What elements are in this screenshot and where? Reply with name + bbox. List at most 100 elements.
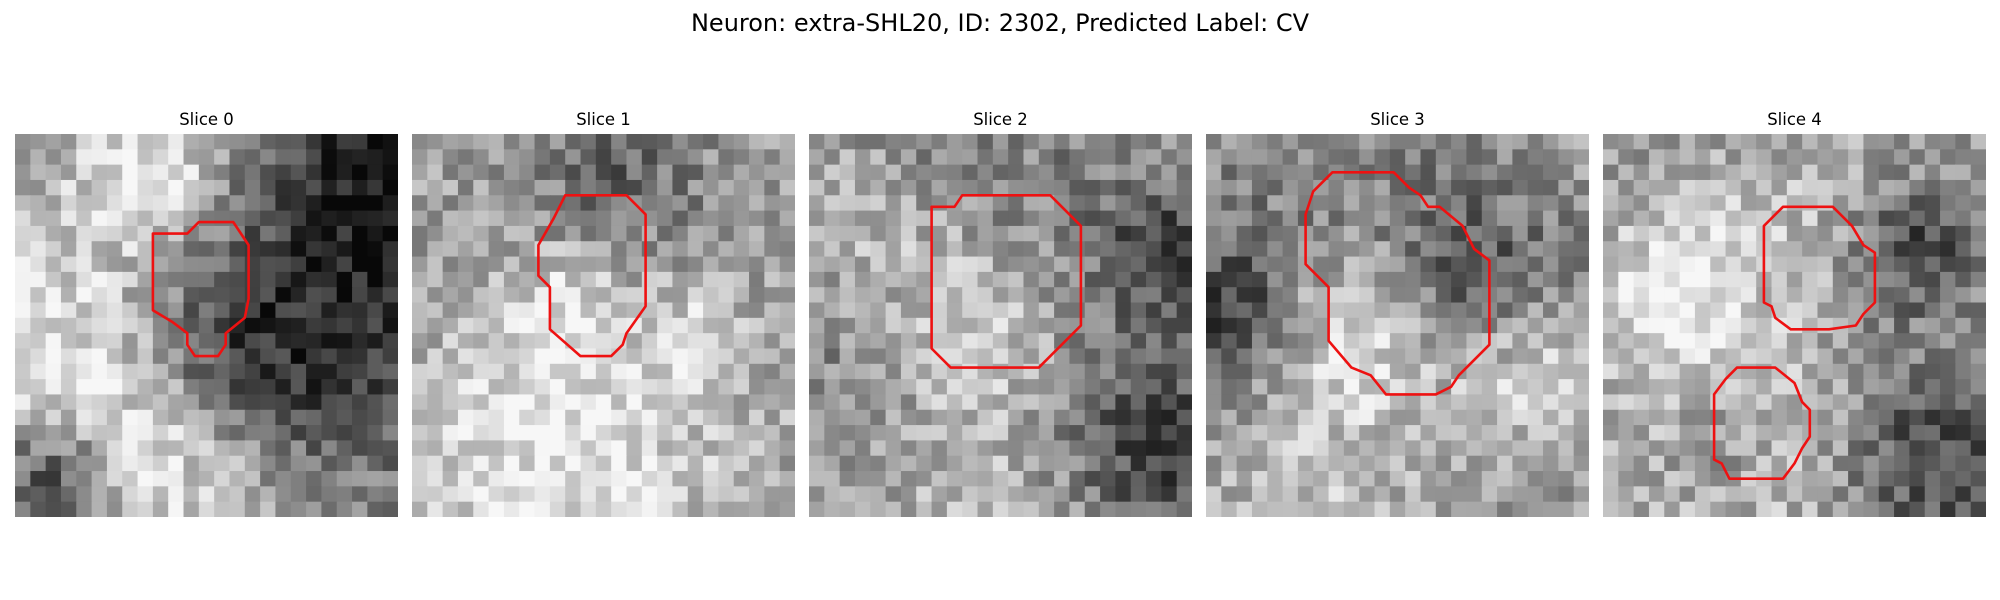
pixel bbox=[1679, 348, 1696, 365]
pixel bbox=[91, 440, 108, 457]
pixel bbox=[382, 149, 398, 166]
pixel bbox=[1038, 363, 1055, 380]
pixel bbox=[703, 225, 719, 242]
pixel bbox=[1740, 271, 1757, 288]
pixel bbox=[1497, 210, 1513, 227]
pixel bbox=[1481, 455, 1498, 472]
pixel bbox=[1343, 256, 1360, 273]
panel-slice-1: Slice 1 bbox=[412, 108, 795, 517]
pixel bbox=[1543, 134, 1559, 150]
pixel bbox=[306, 164, 322, 181]
pixel bbox=[1940, 134, 1956, 150]
pixel bbox=[122, 409, 139, 426]
pixel bbox=[1664, 471, 1681, 487]
pixel bbox=[916, 317, 933, 334]
pixel bbox=[244, 440, 261, 457]
pixel bbox=[1679, 149, 1696, 166]
pixel bbox=[1771, 440, 1788, 457]
pixel bbox=[1267, 271, 1284, 288]
pixel bbox=[1558, 302, 1575, 319]
pixel bbox=[885, 440, 902, 457]
pixel bbox=[885, 164, 902, 181]
pixel bbox=[1543, 271, 1559, 288]
pixel bbox=[611, 287, 628, 304]
pixel bbox=[839, 363, 856, 380]
pixel bbox=[1512, 455, 1529, 472]
pixel bbox=[1848, 195, 1865, 212]
pixel bbox=[60, 363, 77, 380]
pixel bbox=[45, 241, 62, 258]
pixel bbox=[1115, 379, 1132, 396]
pixel bbox=[1970, 425, 1986, 441]
pixel bbox=[91, 164, 108, 181]
pixel bbox=[1497, 486, 1513, 503]
pixel bbox=[1725, 225, 1742, 242]
pixel bbox=[885, 394, 902, 411]
pixel bbox=[336, 164, 353, 181]
pixel bbox=[367, 256, 384, 273]
pixel bbox=[488, 440, 505, 457]
pixel bbox=[1940, 363, 1956, 380]
pixel bbox=[1497, 271, 1513, 288]
pixel bbox=[1694, 195, 1711, 212]
pixel bbox=[1435, 486, 1452, 503]
pixel bbox=[1084, 425, 1101, 441]
pixel bbox=[992, 363, 1009, 380]
pixel bbox=[672, 333, 689, 350]
pixel bbox=[1832, 440, 1849, 457]
pixel bbox=[122, 394, 139, 411]
pixel bbox=[1176, 486, 1192, 503]
pixel bbox=[15, 440, 31, 457]
pixel bbox=[1802, 179, 1819, 196]
pixel bbox=[60, 241, 77, 258]
pixel bbox=[1802, 164, 1819, 181]
pixel bbox=[1543, 317, 1559, 334]
pixel bbox=[15, 241, 31, 258]
pixel bbox=[1054, 333, 1071, 350]
pixel bbox=[442, 225, 459, 242]
pixel bbox=[1771, 149, 1788, 166]
pixel bbox=[1679, 440, 1696, 457]
pixel bbox=[1970, 501, 1986, 517]
pixel bbox=[1618, 195, 1635, 212]
pixel bbox=[977, 225, 994, 242]
pixel bbox=[1236, 164, 1253, 181]
pixel bbox=[503, 501, 520, 517]
pixel bbox=[290, 348, 307, 365]
pixel bbox=[1374, 271, 1391, 288]
pixel bbox=[1130, 225, 1147, 242]
pixel bbox=[60, 195, 77, 212]
pixel bbox=[1756, 317, 1773, 334]
pixel bbox=[15, 225, 31, 242]
pixel bbox=[749, 241, 765, 258]
pixel bbox=[1236, 287, 1253, 304]
pixel bbox=[1435, 134, 1452, 150]
pixel bbox=[1451, 210, 1468, 227]
pixel bbox=[1817, 440, 1834, 457]
pixel bbox=[1038, 455, 1055, 472]
pixel bbox=[1573, 363, 1589, 380]
pixel bbox=[321, 501, 338, 517]
pixel bbox=[611, 379, 628, 396]
pixel bbox=[687, 348, 704, 365]
pixel bbox=[1573, 501, 1589, 517]
pixel bbox=[168, 486, 185, 503]
pixel bbox=[1863, 225, 1880, 242]
pixel bbox=[519, 455, 536, 472]
pixel bbox=[1405, 394, 1422, 411]
pixel bbox=[1023, 409, 1040, 426]
pixel bbox=[900, 241, 917, 258]
pixel bbox=[1633, 225, 1650, 242]
pixel bbox=[519, 363, 536, 380]
pixel bbox=[1573, 440, 1589, 457]
pixel bbox=[1543, 241, 1559, 258]
pixel bbox=[260, 501, 277, 517]
pixel bbox=[1282, 195, 1299, 212]
pixel bbox=[1648, 134, 1665, 150]
pixel bbox=[1313, 425, 1330, 441]
pixel bbox=[152, 210, 169, 227]
pixel bbox=[687, 486, 704, 503]
pixel bbox=[992, 271, 1009, 288]
pixel bbox=[1038, 348, 1055, 365]
pixel bbox=[457, 195, 474, 212]
